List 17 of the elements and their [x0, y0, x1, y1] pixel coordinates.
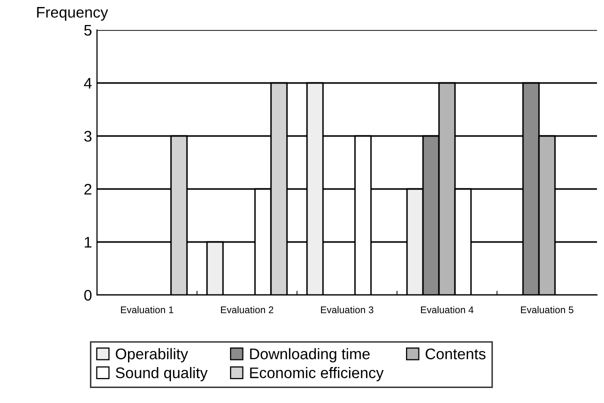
y-tick-label: 2: [84, 184, 92, 195]
y-tick-label: 1: [84, 237, 92, 248]
x-tick-label: Evaluation 4: [421, 306, 474, 314]
legend-label: Operability: [116, 348, 188, 362]
legend-label: Contents: [426, 348, 486, 360]
legend-label: Economic efficiency: [250, 367, 384, 382]
y-tick-label: 4: [84, 78, 92, 89]
x-tick-label: Evaluation 3: [321, 306, 374, 314]
legend-label: Sound quality: [116, 367, 208, 382]
y-axis-title: Frequency: [37, 7, 108, 21]
x-tick-label: Evaluation 2: [221, 306, 274, 314]
x-tick-label: Evaluation 5: [521, 306, 574, 314]
y-tick-label: 3: [84, 130, 92, 142]
y-tick-label: 0: [84, 290, 92, 301]
y-tick-label: 5: [84, 25, 92, 36]
legend-label: Downloading time: [250, 348, 370, 362]
x-tick-label: Evaluation 1: [121, 306, 174, 314]
